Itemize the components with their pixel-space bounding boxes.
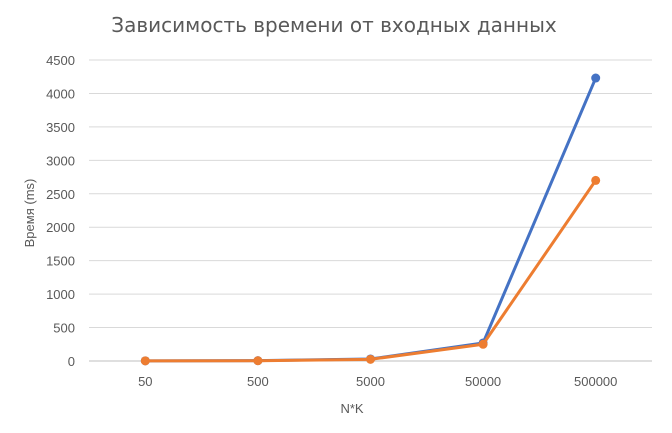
chart-title: Зависимость времени от входных данных bbox=[111, 13, 557, 37]
y-axis-ticks: 0 500 1000 1500 2000 2500 3000 3500 4000 4500 bbox=[46, 53, 75, 369]
series-1 bbox=[140, 73, 601, 366]
x-tick-label: 50000 bbox=[465, 374, 501, 389]
y-tick-label: 4500 bbox=[46, 53, 75, 68]
data-point bbox=[591, 175, 601, 185]
y-tick-label: 1500 bbox=[46, 254, 75, 269]
series-group bbox=[140, 73, 601, 366]
x-tick-label: 500 bbox=[247, 374, 269, 389]
x-axis-label: N*K bbox=[340, 401, 363, 416]
series-line bbox=[143, 76, 598, 363]
series-2 bbox=[140, 175, 601, 366]
data-point bbox=[366, 354, 375, 364]
y-tick-label: 3000 bbox=[46, 153, 75, 168]
y-tick-label: 3500 bbox=[46, 120, 75, 135]
x-tick-label: 50 bbox=[138, 374, 152, 389]
series-line bbox=[143, 178, 598, 363]
x-axis-ticks: 50 500 5000 50000 500000 bbox=[138, 374, 617, 389]
x-tick-label: 5000 bbox=[356, 374, 385, 389]
y-tick-label: 1000 bbox=[46, 287, 75, 302]
data-point bbox=[140, 356, 150, 366]
data-point bbox=[478, 339, 488, 349]
y-tick-label: 2500 bbox=[46, 187, 75, 202]
y-tick-label: 0 bbox=[68, 354, 75, 369]
data-point bbox=[591, 73, 601, 83]
y-tick-label: 4000 bbox=[46, 86, 75, 101]
y-axis-label: Время (ms) bbox=[22, 179, 37, 248]
x-tick-label: 500000 bbox=[574, 374, 617, 389]
gridlines bbox=[89, 59, 652, 362]
y-tick-label: 500 bbox=[53, 321, 75, 336]
y-tick-label: 2000 bbox=[46, 220, 75, 235]
data-point bbox=[253, 356, 263, 366]
